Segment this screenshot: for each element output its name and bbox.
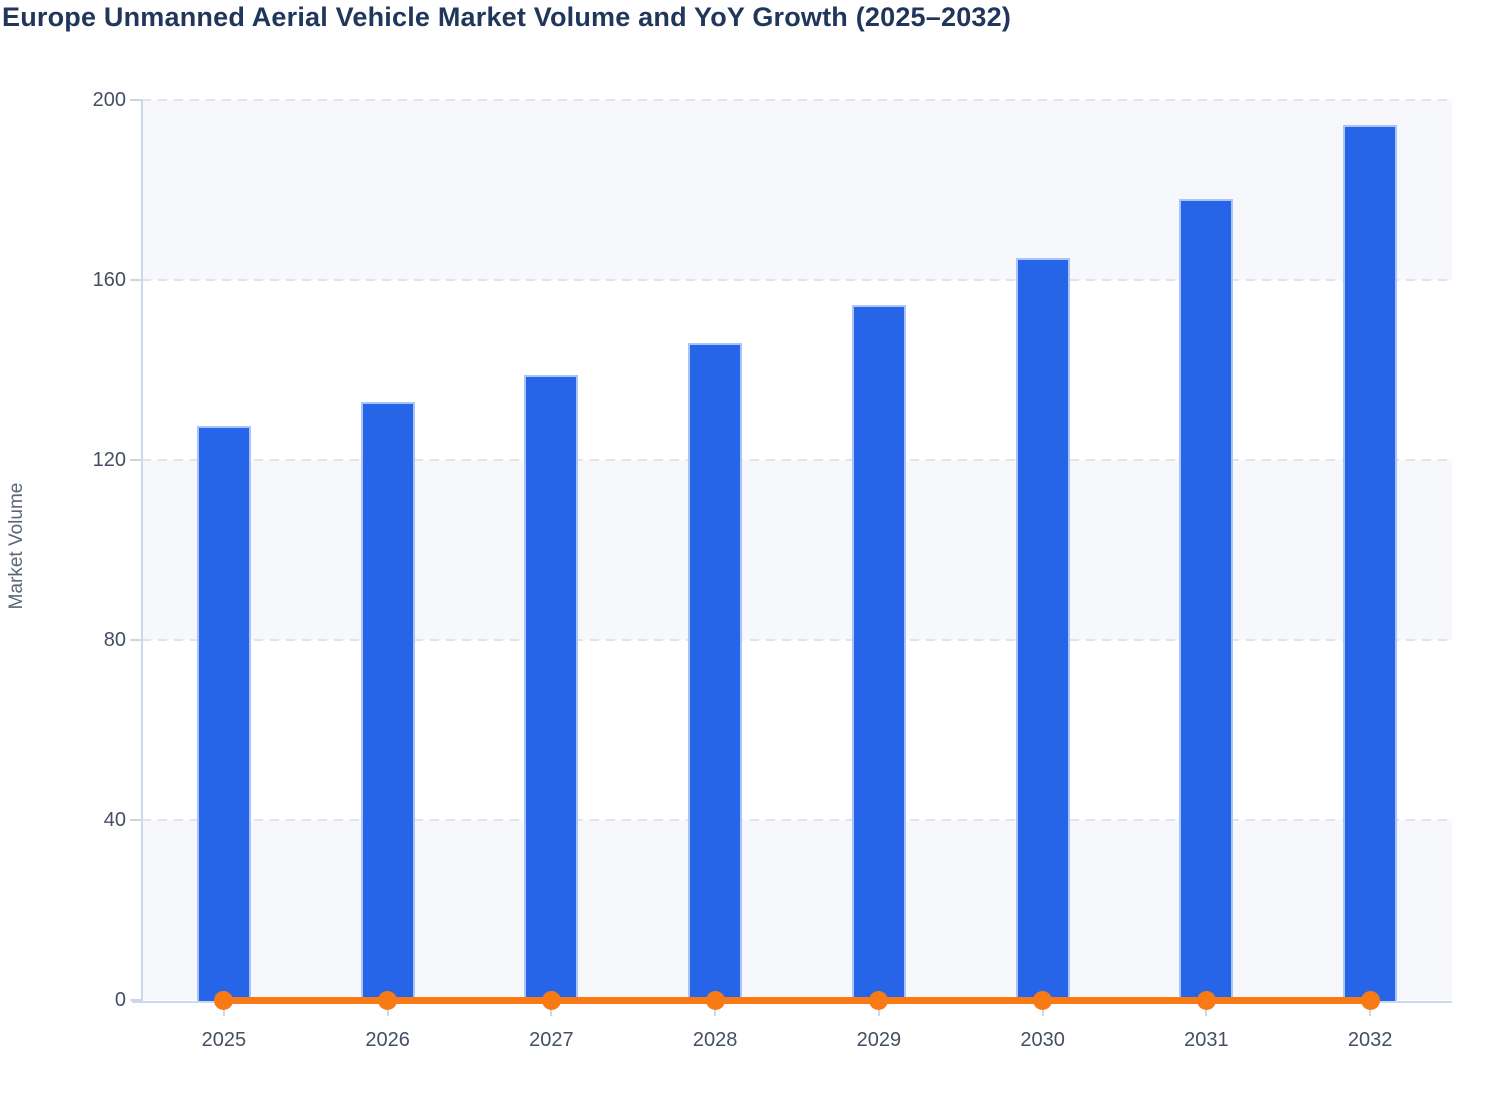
y-axis-tick: [130, 999, 142, 1001]
gridline-40: [142, 819, 1452, 821]
x-tick-label-2031: 2031: [1184, 1029, 1229, 1051]
x-axis-tick: [550, 1003, 553, 1016]
y-axis-tick: [130, 459, 142, 461]
x-tick-label-2027: 2027: [529, 1029, 574, 1051]
bar-2029[interactable]: [851, 304, 906, 1001]
yoy-growth-line: [223, 997, 1371, 1004]
y-axis-tick: [130, 279, 142, 281]
y-axis-line: [141, 100, 143, 1002]
y-axis-tick: [130, 639, 142, 641]
x-axis-tick: [1041, 1003, 1044, 1016]
y-axis-tick: [130, 99, 142, 101]
yoy-point-2032[interactable]: [1360, 990, 1380, 1010]
y-axis-tick: [130, 819, 142, 821]
plot-band: [142, 820, 1452, 1000]
plot-band: [142, 640, 1452, 820]
bar-2025[interactable]: [196, 426, 251, 1001]
y-tick-label-200: 200: [92, 89, 126, 111]
x-axis-tick: [222, 1003, 225, 1016]
x-axis-tick: [877, 1003, 880, 1016]
x-tick-label-2026: 2026: [365, 1029, 410, 1051]
bar-2030[interactable]: [1015, 257, 1070, 1001]
x-tick-label-2025: 2025: [201, 1029, 247, 1051]
gridline-200: [142, 99, 1452, 101]
x-tick-label-2030: 2030: [1020, 1029, 1065, 1051]
y-tick-label-40: 40: [103, 809, 126, 831]
yoy-point-2030[interactable]: [1033, 990, 1053, 1010]
x-axis-tick: [386, 1003, 389, 1016]
y-tick-label-120: 120: [92, 449, 126, 471]
yoy-point-2029[interactable]: [869, 990, 889, 1010]
gridline-80: [142, 639, 1452, 641]
x-tick-label-2029: 2029: [856, 1029, 902, 1051]
y-axis-title: Market Volume: [6, 482, 27, 610]
bar-2027[interactable]: [524, 374, 579, 1001]
bar-2031[interactable]: [1179, 199, 1234, 1001]
bar-2032[interactable]: [1343, 124, 1398, 1001]
x-tick-label-2028: 2028: [692, 1029, 738, 1051]
bar-2026[interactable]: [360, 401, 415, 1001]
x-axis-tick: [714, 1003, 717, 1016]
y-tick-label-0: 0: [114, 989, 126, 1011]
plot-band: [142, 280, 1452, 460]
yoy-point-2031[interactable]: [1196, 990, 1216, 1010]
plot-band: [142, 460, 1452, 640]
plot-band: [142, 100, 1452, 280]
yoy-point-2027[interactable]: [541, 990, 561, 1010]
x-tick-label-2032: 2032: [1347, 1029, 1393, 1051]
gridline-160: [142, 279, 1452, 281]
gridline-120: [142, 459, 1452, 461]
yoy-point-2026[interactable]: [378, 990, 398, 1010]
bar-2028[interactable]: [688, 343, 743, 1001]
y-tick-label-80: 80: [103, 629, 126, 651]
chart-title: Europe Unmanned Aerial Vehicle Market Vo…: [2, 2, 1012, 32]
y-tick-label-160: 160: [92, 269, 126, 291]
yoy-point-2028[interactable]: [705, 990, 725, 1010]
yoy-point-2025[interactable]: [214, 990, 234, 1010]
x-axis-tick: [1205, 1003, 1208, 1016]
x-axis-tick: [1369, 1003, 1372, 1016]
